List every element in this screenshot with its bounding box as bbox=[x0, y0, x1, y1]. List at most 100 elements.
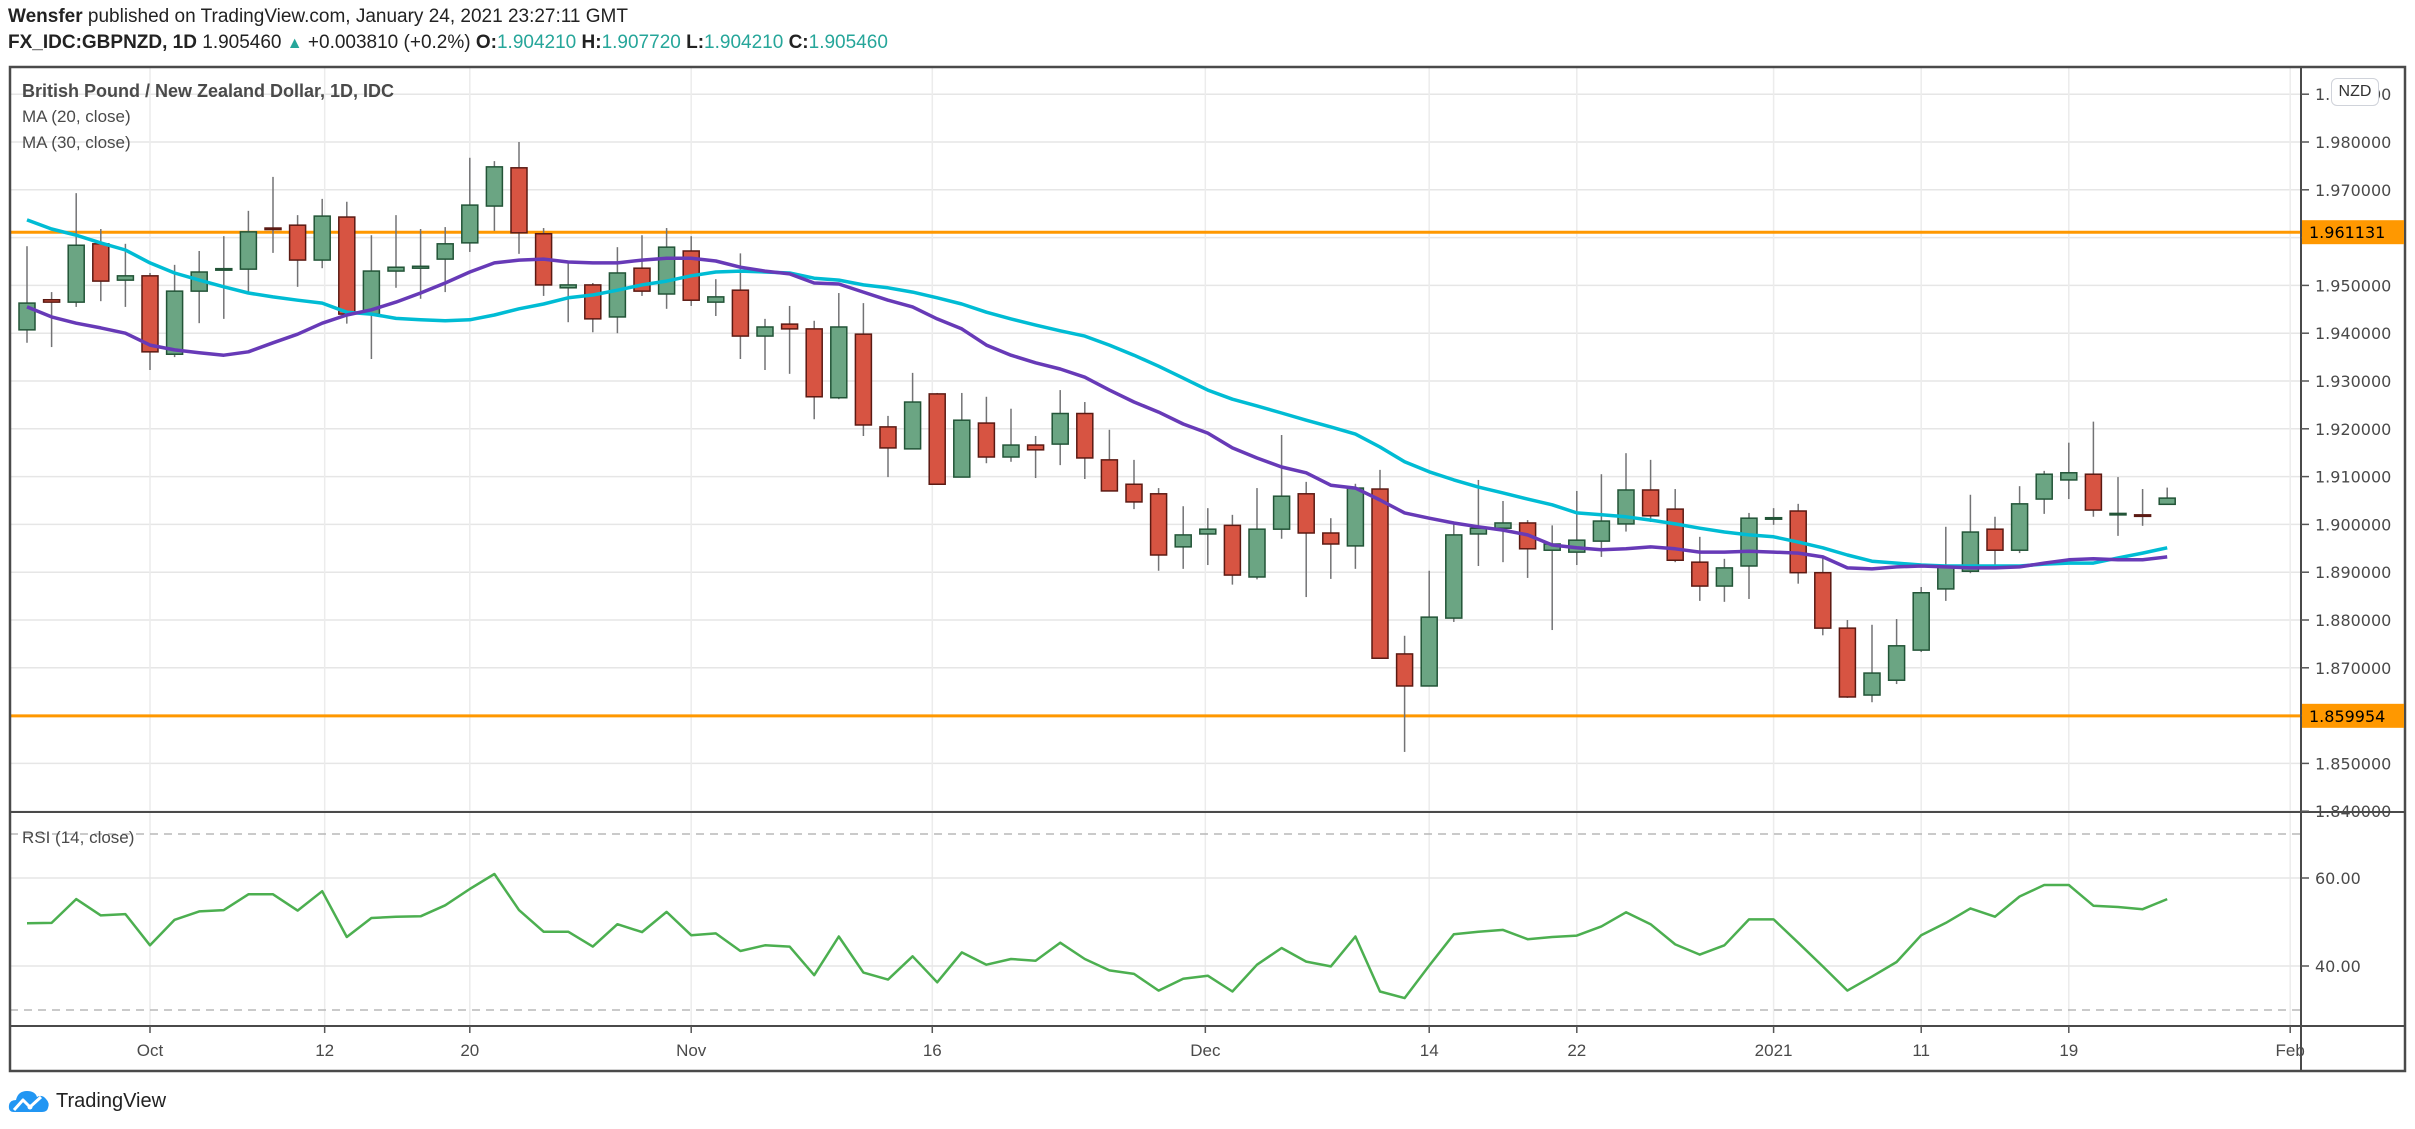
rsi-line[interactable] bbox=[26, 872, 2168, 1000]
candle[interactable] bbox=[559, 261, 577, 323]
candle[interactable] bbox=[780, 305, 799, 374]
candle[interactable] bbox=[18, 246, 36, 343]
candle[interactable] bbox=[1961, 494, 1980, 574]
author-name[interactable]: Wensfer bbox=[8, 6, 83, 27]
candle[interactable] bbox=[461, 157, 479, 252]
candle[interactable] bbox=[387, 215, 405, 288]
candle[interactable] bbox=[1223, 514, 1242, 585]
candle[interactable] bbox=[1715, 558, 1734, 602]
candle[interactable] bbox=[264, 176, 282, 253]
candle[interactable] bbox=[1346, 483, 1365, 569]
candle[interactable] bbox=[1026, 435, 1045, 479]
ma20-legend[interactable]: MA (20, close) bbox=[22, 107, 131, 126]
candle[interactable] bbox=[165, 264, 184, 358]
candle[interactable] bbox=[1149, 488, 1168, 571]
candle-body bbox=[42, 298, 61, 303]
candle[interactable] bbox=[1125, 459, 1143, 510]
rsi-legend[interactable]: RSI (14, close) bbox=[22, 828, 135, 847]
candle-body bbox=[485, 166, 504, 207]
candle[interactable] bbox=[338, 201, 356, 324]
candle[interactable] bbox=[1641, 459, 1660, 523]
candle[interactable] bbox=[1814, 555, 1832, 636]
candle[interactable] bbox=[1937, 526, 1955, 601]
candle[interactable] bbox=[657, 228, 676, 309]
open-value: 1.904210 bbox=[496, 32, 577, 53]
candle[interactable] bbox=[1887, 619, 1906, 685]
candle[interactable] bbox=[1076, 402, 1094, 479]
candle[interactable] bbox=[830, 293, 848, 400]
candle[interactable] bbox=[928, 392, 946, 485]
candle-body bbox=[780, 323, 799, 330]
outer-frame bbox=[8, 65, 2407, 1073]
candle[interactable] bbox=[485, 161, 504, 231]
candle[interactable] bbox=[1002, 408, 1020, 462]
currency-badge[interactable]: NZD bbox=[2331, 78, 2379, 106]
candle[interactable] bbox=[1691, 536, 1709, 601]
candle[interactable] bbox=[2158, 487, 2176, 506]
candle[interactable] bbox=[313, 198, 331, 269]
candle[interactable] bbox=[1199, 508, 1217, 566]
candle[interactable] bbox=[1469, 479, 1488, 566]
candle[interactable] bbox=[510, 142, 528, 254]
candle[interactable] bbox=[854, 303, 873, 436]
candle[interactable] bbox=[2010, 486, 2029, 554]
candle[interactable] bbox=[1322, 518, 1340, 579]
series-legend-title[interactable]: British Pound / New Zealand Dollar, 1D, … bbox=[22, 81, 395, 101]
candle[interactable] bbox=[67, 193, 85, 307]
candle[interactable] bbox=[1568, 490, 1586, 566]
price-tick-label: 1.920000 bbox=[2315, 420, 2391, 439]
candle[interactable] bbox=[903, 372, 922, 450]
ma30-line[interactable] bbox=[26, 256, 2168, 571]
candle[interactable] bbox=[215, 236, 233, 319]
candle[interactable] bbox=[1986, 516, 2004, 566]
candle[interactable] bbox=[682, 236, 700, 306]
candle[interactable] bbox=[288, 215, 307, 287]
candle[interactable] bbox=[953, 392, 971, 478]
candle[interactable] bbox=[2060, 442, 2078, 500]
candle[interactable] bbox=[584, 283, 602, 333]
candle[interactable] bbox=[1395, 635, 1414, 752]
candle[interactable] bbox=[1174, 506, 1192, 569]
candle[interactable] bbox=[1912, 587, 1930, 653]
candle[interactable] bbox=[1297, 481, 1315, 598]
candle[interactable] bbox=[1764, 508, 1783, 525]
tradingview-logo[interactable]: TradingView bbox=[8, 1086, 166, 1116]
candle[interactable] bbox=[977, 396, 996, 464]
candle[interactable] bbox=[1518, 520, 1537, 578]
candle[interactable] bbox=[756, 318, 774, 371]
candle[interactable] bbox=[42, 292, 61, 348]
candle[interactable] bbox=[1838, 620, 1857, 698]
candle[interactable] bbox=[707, 279, 725, 316]
candle[interactable] bbox=[1100, 429, 1119, 492]
candle[interactable] bbox=[190, 250, 208, 324]
candle[interactable] bbox=[1272, 435, 1291, 539]
candle[interactable] bbox=[805, 320, 823, 420]
candle[interactable] bbox=[2109, 477, 2127, 536]
candle[interactable] bbox=[2035, 470, 2053, 514]
candle[interactable] bbox=[1740, 512, 1758, 599]
candle[interactable] bbox=[1445, 522, 1463, 622]
ma20-line[interactable] bbox=[26, 218, 2168, 568]
candle-body bbox=[805, 328, 823, 398]
candle[interactable] bbox=[141, 272, 159, 371]
high-value: 1.907720 bbox=[601, 32, 681, 53]
candle[interactable] bbox=[2133, 489, 2152, 526]
candle[interactable] bbox=[2084, 421, 2103, 517]
candle[interactable] bbox=[1371, 469, 1389, 659]
candle[interactable] bbox=[239, 210, 258, 294]
candle[interactable] bbox=[1863, 624, 1881, 703]
time-tick-label: 2021 bbox=[1755, 1041, 1793, 1060]
candle[interactable] bbox=[1248, 488, 1266, 580]
candle[interactable] bbox=[411, 228, 430, 299]
candle[interactable] bbox=[362, 235, 381, 360]
candle[interactable] bbox=[1617, 453, 1635, 532]
candle[interactable] bbox=[1051, 390, 1069, 466]
candle[interactable] bbox=[92, 228, 110, 302]
candle-body bbox=[608, 272, 627, 318]
candle[interactable] bbox=[879, 415, 897, 478]
candle[interactable] bbox=[116, 243, 135, 307]
candle[interactable] bbox=[1420, 570, 1438, 687]
price-tick-label: 1.850000 bbox=[2315, 754, 2391, 773]
ma30-legend[interactable]: MA (30, close) bbox=[22, 133, 131, 152]
